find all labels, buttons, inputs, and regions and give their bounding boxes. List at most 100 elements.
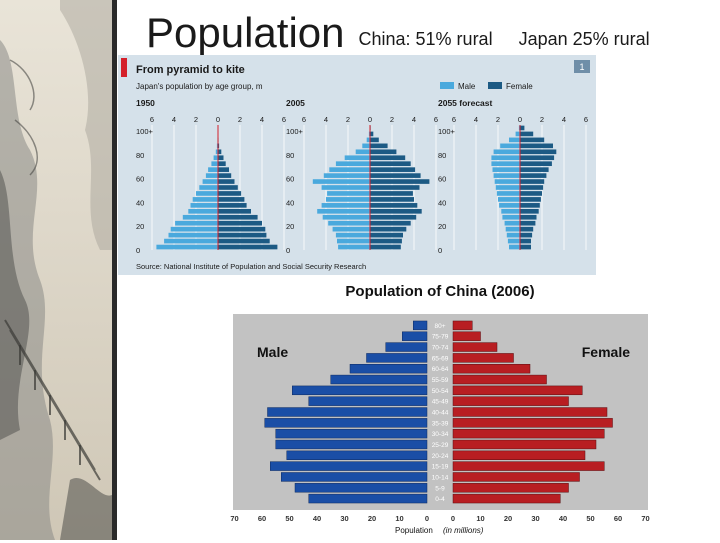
y-tick-label: 0 — [286, 246, 290, 255]
bar-male — [295, 483, 427, 492]
age-group-label: 35-39 — [432, 420, 449, 427]
bar-female — [453, 332, 481, 341]
china-xlabel: Population — [395, 526, 433, 535]
pyramid-title: 2055 forecast — [438, 98, 493, 108]
bar-female — [218, 155, 224, 160]
bar-female — [370, 209, 422, 214]
bar-female — [520, 161, 552, 166]
x-tick-label: 4 — [562, 115, 566, 124]
bar-male — [413, 321, 427, 330]
bar-female — [370, 155, 405, 160]
x-tick-label: 4 — [260, 115, 264, 124]
x-tick-label: 0 — [368, 115, 372, 124]
bar-male — [500, 144, 520, 149]
bar-male — [367, 353, 428, 362]
bar-female — [370, 161, 411, 166]
china-chart-title: Population of China (2006) — [345, 283, 534, 300]
bar-female — [520, 203, 540, 208]
subtitle-china-rural: China: 51% rural — [359, 29, 493, 50]
bar-male — [323, 215, 370, 220]
bar-female — [520, 209, 539, 214]
x-tick-label: 2 — [540, 115, 544, 124]
bar-male — [350, 364, 427, 373]
legend-female-swatch — [488, 82, 502, 89]
pyramid-title: 2005 — [286, 98, 305, 108]
bar-female — [520, 167, 549, 172]
bar-male — [322, 203, 370, 208]
bar-female — [520, 215, 537, 220]
sidebar-divider — [112, 0, 117, 540]
bar-male — [337, 239, 370, 244]
age-group-label: 65-69 — [432, 355, 449, 362]
age-group-label: 55-59 — [432, 377, 449, 384]
bar-female — [370, 191, 413, 196]
bar-male — [499, 203, 520, 208]
bar-male — [193, 197, 218, 202]
y-tick-label: 60 — [136, 175, 144, 184]
bar-female — [520, 239, 531, 244]
bar-female — [218, 227, 265, 232]
bar-male — [493, 167, 521, 172]
bar-female — [520, 245, 531, 250]
y-tick-label: 100+ — [286, 127, 304, 136]
y-tick-label: 20 — [286, 222, 294, 231]
x-tick-label: 2 — [496, 115, 500, 124]
bar-female — [218, 203, 247, 208]
bar-male — [206, 173, 218, 178]
bar-female — [370, 203, 417, 208]
bar-female — [218, 161, 226, 166]
china-male-label: Male — [257, 344, 288, 360]
bar-male — [336, 161, 370, 166]
x-tick-label: 70 — [641, 514, 649, 523]
bar-male — [491, 155, 520, 160]
bar-female — [370, 227, 406, 232]
bar-female — [453, 353, 514, 362]
bar-female — [370, 173, 421, 178]
bar-male — [356, 149, 370, 154]
age-group-label: 30-34 — [432, 431, 449, 438]
y-tick-label: 20 — [438, 222, 446, 231]
bar-male — [164, 239, 218, 244]
x-tick-label: 0 — [425, 514, 429, 523]
bar-male — [338, 245, 370, 250]
bar-male — [313, 179, 370, 184]
age-group-label: 20-24 — [432, 453, 449, 460]
x-tick-label: 10 — [395, 514, 403, 523]
bar-female — [218, 239, 270, 244]
pyramid-title: 1950 — [136, 98, 155, 108]
y-tick-label: 0 — [438, 246, 442, 255]
y-tick-label: 0 — [136, 246, 140, 255]
age-group-label: 10-14 — [432, 474, 449, 481]
bar-female — [218, 173, 231, 178]
japan-figure-badge: 1 — [579, 62, 584, 72]
subtitle-japan-rural: Japan 25% rural — [519, 29, 650, 50]
bar-male — [494, 149, 520, 154]
x-tick-label: 30 — [340, 514, 348, 523]
x-tick-label: 30 — [531, 514, 539, 523]
bar-male — [188, 209, 218, 214]
bar-male — [505, 221, 520, 226]
bar-male — [498, 197, 520, 202]
bar-female — [218, 233, 266, 238]
bar-female — [453, 473, 580, 482]
bar-female — [520, 191, 542, 196]
y-tick-label: 80 — [136, 151, 144, 160]
japan-pyramids-chart: From pyramid to kite Japan's population … — [118, 55, 596, 275]
x-tick-label: 4 — [474, 115, 478, 124]
bar-male — [214, 155, 218, 160]
x-tick-label: 4 — [324, 115, 328, 124]
bar-male — [268, 408, 428, 417]
x-tick-label: 6 — [452, 115, 456, 124]
bar-male — [509, 245, 520, 250]
landscape-painting — [0, 0, 112, 540]
bar-female — [218, 197, 244, 202]
bar-female — [520, 221, 535, 226]
bar-male — [211, 161, 218, 166]
bar-female — [520, 179, 544, 184]
bar-male — [496, 185, 520, 190]
bar-female — [218, 245, 277, 250]
bar-male — [497, 191, 520, 196]
y-tick-label: 40 — [136, 198, 144, 207]
age-group-label: 5-9 — [435, 485, 445, 492]
